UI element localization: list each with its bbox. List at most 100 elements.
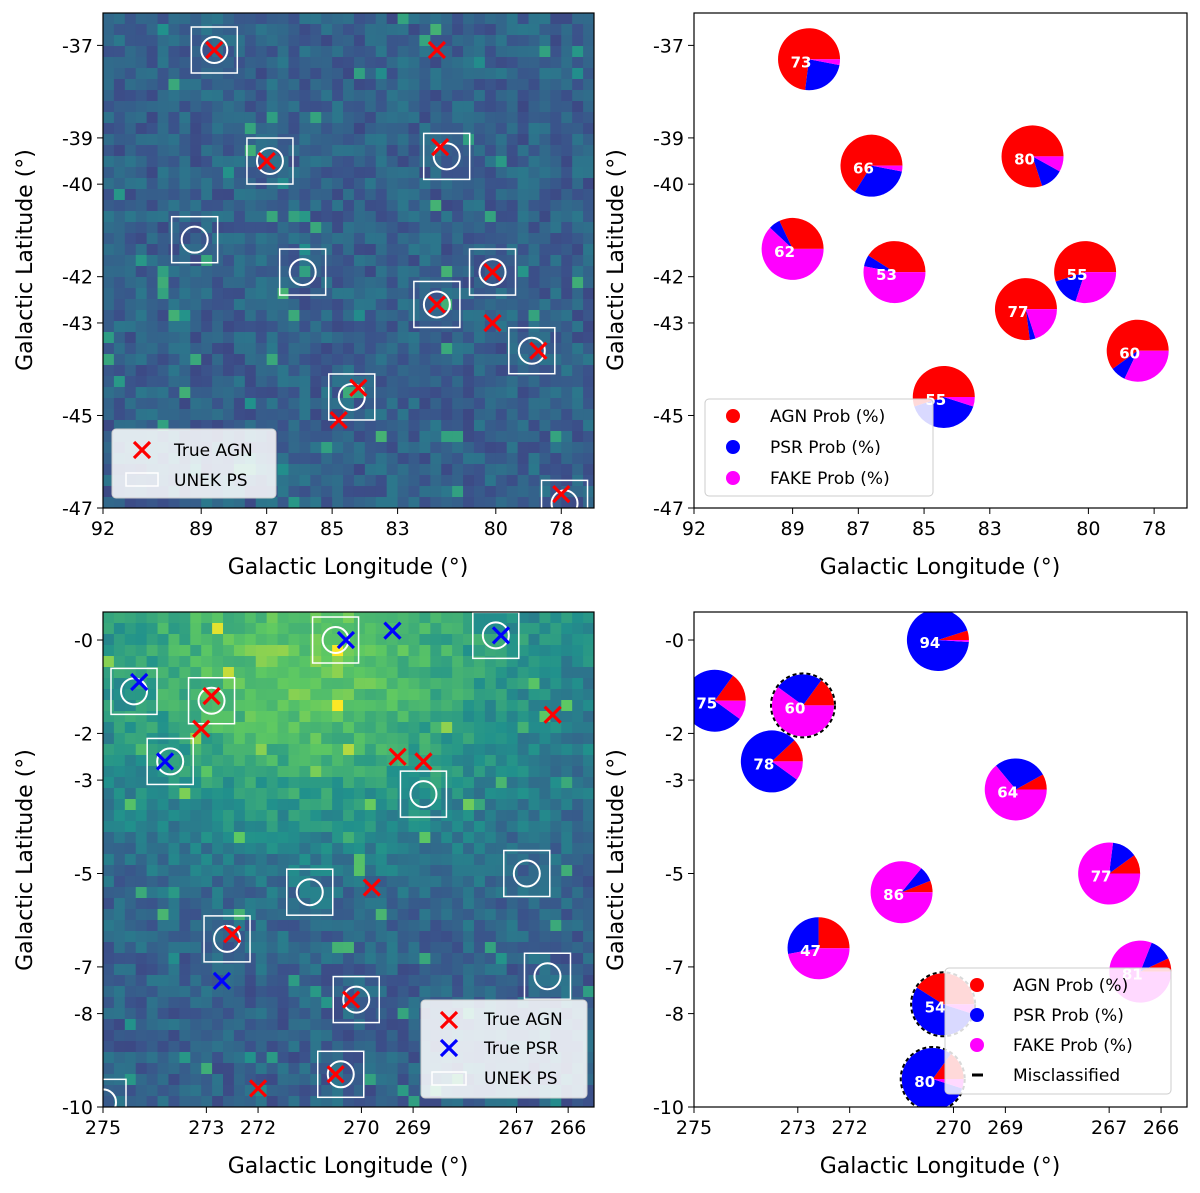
heatmap-cell — [583, 442, 594, 454]
heatmap-cell — [452, 167, 464, 179]
heatmap-cell — [168, 667, 180, 679]
heatmap-cell — [397, 843, 410, 855]
heatmap-cell — [539, 832, 551, 844]
heatmap-cell — [419, 832, 431, 844]
heatmap-cell — [266, 288, 279, 300]
heatmap-cell — [179, 409, 191, 421]
heatmap-cell — [495, 332, 508, 344]
heatmap-cell — [212, 145, 224, 157]
heatmap-cell — [375, 376, 388, 388]
heatmap-cell — [583, 777, 594, 789]
heatmap-cell — [506, 35, 519, 47]
heatmap-cell — [190, 343, 202, 355]
heatmap-cell — [397, 464, 410, 476]
y-tick-label: -3 — [74, 770, 93, 792]
heatmap-cell — [550, 321, 562, 333]
heatmap-cell — [517, 497, 530, 508]
pie-value-label: 47 — [800, 942, 821, 960]
heatmap-cell — [550, 376, 562, 388]
heatmap-cell — [419, 909, 431, 921]
heatmap-cell — [506, 211, 519, 223]
heatmap-cell — [419, 35, 431, 47]
heatmap-cell — [473, 156, 486, 168]
heatmap-cell — [397, 90, 410, 102]
heatmap-cell — [201, 1041, 213, 1053]
heatmap-cell — [321, 211, 333, 223]
heatmap-cell — [343, 299, 355, 311]
heatmap-cell — [113, 865, 126, 877]
heatmap-cell — [572, 398, 584, 410]
heatmap-cell — [430, 876, 442, 888]
heatmap-cell — [244, 24, 257, 36]
heatmap-cell — [495, 755, 508, 767]
heatmap-cell — [353, 645, 366, 657]
heatmap-cell — [495, 189, 508, 201]
heatmap-cell — [157, 1008, 170, 1020]
heatmap-cell — [168, 843, 180, 855]
true-agn-marker — [414, 752, 433, 771]
heatmap-cell — [473, 623, 486, 635]
heatmap-cell — [212, 997, 224, 1009]
heatmap-cell — [539, 288, 551, 300]
heatmap-cell — [190, 79, 202, 91]
heatmap-cell — [157, 321, 170, 333]
heatmap-cell — [452, 68, 464, 80]
heatmap-cell — [419, 799, 431, 811]
heatmap-cell — [473, 453, 486, 465]
heatmap-cell — [113, 90, 126, 102]
heatmap-cell — [343, 464, 355, 476]
heatmap-cell — [495, 167, 508, 179]
heatmap-cell — [277, 112, 290, 124]
heatmap-cell — [463, 156, 475, 168]
heatmap-cell — [233, 656, 246, 668]
heatmap-cell — [441, 79, 453, 91]
heatmap-cell — [321, 667, 333, 679]
heatmap-cell — [103, 398, 115, 410]
heatmap-cell — [386, 821, 399, 833]
heatmap-cell — [397, 1085, 410, 1097]
heatmap-cell — [452, 766, 464, 778]
heatmap-cell — [452, 387, 464, 399]
heatmap-cell — [343, 1008, 355, 1020]
heatmap-cell — [343, 365, 355, 377]
heatmap-cell — [135, 898, 148, 910]
heatmap-cell — [375, 255, 388, 267]
heatmap-cell — [168, 997, 180, 1009]
heatmap-cell — [441, 623, 453, 635]
heatmap-cell — [473, 178, 486, 190]
heatmap-cell — [113, 854, 126, 866]
y-axis-label: Galactic Latitude (°) — [604, 149, 629, 371]
heatmap-cell — [277, 942, 290, 954]
legend-box — [111, 428, 277, 499]
heatmap-cell — [397, 953, 410, 965]
heatmap-cell — [223, 57, 235, 69]
heatmap-cell — [528, 486, 541, 498]
heatmap-cell — [452, 777, 464, 789]
heatmap-cell — [343, 623, 355, 635]
heatmap-cell — [168, 376, 180, 388]
pie-slice-psr — [787, 917, 819, 955]
heatmap-cell — [506, 733, 519, 745]
heatmap-cell — [157, 667, 170, 679]
x-tick-label: 85 — [912, 518, 936, 540]
heatmap-cell — [343, 689, 355, 701]
heatmap-cell — [473, 744, 486, 756]
heatmap-cell — [135, 612, 148, 624]
heatmap-cell — [124, 799, 137, 811]
heatmap-cell — [528, 832, 541, 844]
heatmap-cell — [255, 986, 268, 998]
heatmap-cell — [473, 909, 486, 921]
heatmap-cell — [179, 667, 191, 679]
heatmap-cell — [528, 134, 541, 146]
heatmap-cell — [452, 90, 464, 102]
heatmap-cell — [277, 167, 290, 179]
heatmap-cell — [539, 299, 551, 311]
heatmap-cell — [124, 700, 137, 712]
y-tick-label: -37 — [62, 35, 93, 57]
heatmap-cell — [430, 24, 442, 36]
heatmap-cell — [408, 887, 421, 899]
heatmap-cell — [288, 843, 300, 855]
heatmap-cell — [353, 222, 366, 234]
heatmap-cell — [452, 788, 464, 800]
heatmap-cell — [255, 964, 268, 976]
